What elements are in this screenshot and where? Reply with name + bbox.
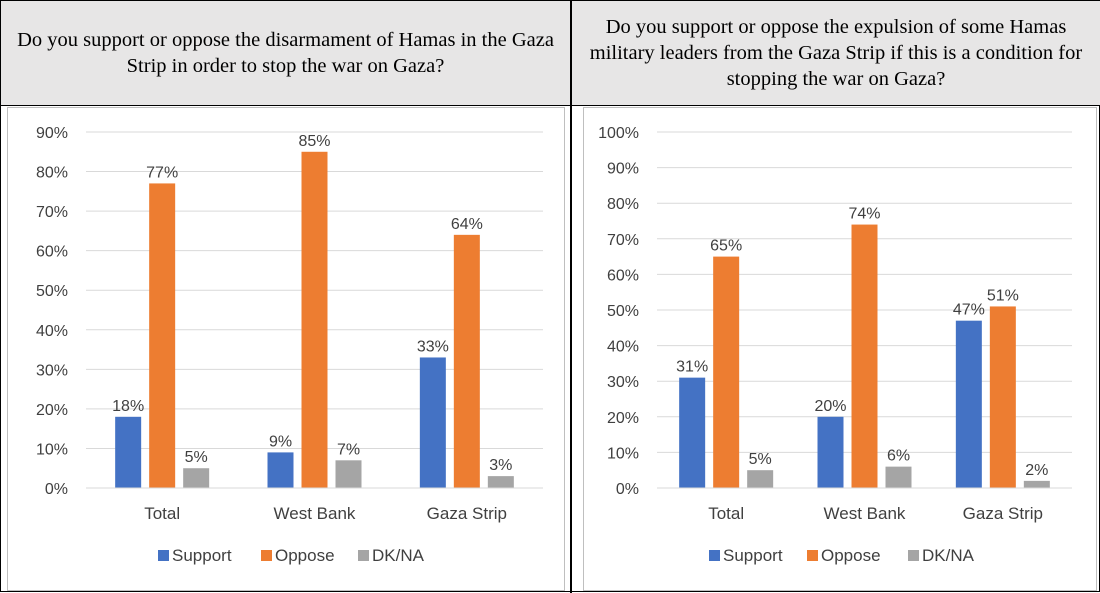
data-label-dk-na-total: 5% <box>749 451 772 468</box>
column-divider <box>570 1 572 593</box>
bar-support-west-bank <box>817 416 844 488</box>
disarmament-bar-chart: 0% 10% 20% 30% 40% 50% 60% 70% 80% 90% 18% 77% 5% Tot… <box>36 125 543 565</box>
bar-dk-na-total <box>747 470 774 488</box>
category-label-total: Total <box>144 504 180 523</box>
category-label-gaza-strip: Gaza Strip <box>963 504 1043 523</box>
category-label-west-bank: West Bank <box>824 504 906 523</box>
expulsion-bar-chart: 0% 10% 20% 30% 40% 50% 60% 70% 80% 90% 100% 31% 65% 5… <box>598 125 1072 565</box>
bar-dk-na-west-bank <box>885 466 912 488</box>
left-question-text: Do you support or oppose the disarmament… <box>17 29 554 77</box>
data-label-dk-na-total: 5% <box>185 449 208 466</box>
category-label-gaza-strip: Gaza Strip <box>427 504 507 523</box>
disarmament-chart-container: 0% 10% 20% 30% 40% 50% 60% 70% 80% 90% 18% 77% 5% Tot… <box>7 107 565 591</box>
bar-oppose-gaza-strip <box>453 234 480 488</box>
data-label-oppose-gaza-strip: 51% <box>987 287 1019 304</box>
bar-support-total <box>679 377 706 488</box>
legend-swatch-dk-na <box>358 550 369 561</box>
bar-oppose-gaza-strip <box>989 306 1016 488</box>
y-tick-label: 20% <box>607 410 639 427</box>
legend-label-dk-na: DK/NA <box>922 546 975 565</box>
data-label-dk-na-gaza-strip: 2% <box>1025 462 1048 479</box>
data-label-support-gaza-strip: 47% <box>953 302 985 319</box>
y-tick-label: 0% <box>616 481 639 498</box>
data-label-support-total: 31% <box>676 359 708 376</box>
legend-swatch-dk-na <box>908 550 919 561</box>
y-tick-label: 30% <box>607 374 639 391</box>
data-label-support-total: 18% <box>112 398 144 415</box>
y-tick-label: 10% <box>607 445 639 462</box>
category-label-west-bank: West Bank <box>274 504 356 523</box>
y-tick-label: 50% <box>607 303 639 320</box>
data-label-oppose-total: 77% <box>146 164 178 181</box>
data-label-support-west-bank: 20% <box>814 398 846 415</box>
left-question-header: Do you support or oppose the disarmament… <box>1 1 571 106</box>
y-tick-label: 30% <box>36 362 68 379</box>
y-tick-label: 70% <box>36 204 68 221</box>
bar-support-gaza-strip <box>419 357 446 488</box>
right-question-text: Do you support or oppose the expulsion o… <box>589 16 1083 90</box>
expulsion-chart-container: 0% 10% 20% 30% 40% 50% 60% 70% 80% 90% 100% 31% 65% 5… <box>583 107 1097 591</box>
data-label-oppose-west-bank: 85% <box>298 133 330 150</box>
data-label-oppose-west-bank: 74% <box>848 206 880 223</box>
y-tick-label: 10% <box>36 441 68 458</box>
y-tick-label: 40% <box>36 323 68 340</box>
data-label-oppose-total: 65% <box>710 238 742 255</box>
y-tick-label: 60% <box>36 244 68 261</box>
y-tick-label: 90% <box>36 125 68 142</box>
bar-support-total <box>115 416 142 488</box>
bar-oppose-west-bank <box>851 224 878 488</box>
y-tick-label: 70% <box>607 232 639 249</box>
category-label-total: Total <box>708 504 744 523</box>
y-tick-label: 90% <box>607 161 639 178</box>
data-label-oppose-gaza-strip: 64% <box>451 216 483 233</box>
bar-dk-na-gaza-strip <box>487 476 514 488</box>
data-label-dk-na-west-bank: 7% <box>337 441 360 458</box>
bar-oppose-west-bank <box>301 151 328 488</box>
legend-swatch-oppose <box>261 550 272 561</box>
bar-support-west-bank <box>267 452 294 488</box>
legend-label-oppose: Oppose <box>275 546 335 565</box>
data-label-dk-na-gaza-strip: 3% <box>489 457 512 474</box>
legend-label-support: Support <box>172 546 232 565</box>
bar-oppose-total <box>713 256 740 488</box>
legend-swatch-oppose <box>807 550 818 561</box>
bar-dk-na-west-bank <box>335 460 362 488</box>
y-tick-label: 80% <box>36 165 68 182</box>
legend-label-support: Support <box>723 546 783 565</box>
bar-support-gaza-strip <box>955 320 982 488</box>
y-tick-label: 20% <box>36 402 68 419</box>
legend-label-oppose: Oppose <box>821 546 881 565</box>
y-tick-label: 100% <box>598 125 639 142</box>
bar-oppose-total <box>149 183 176 488</box>
y-tick-label: 80% <box>607 196 639 213</box>
data-label-dk-na-west-bank: 6% <box>887 448 910 465</box>
bar-dk-na-gaza-strip <box>1023 480 1050 488</box>
data-label-support-west-bank: 9% <box>269 433 292 450</box>
y-tick-label: 50% <box>36 283 68 300</box>
y-tick-label: 0% <box>45 481 68 498</box>
bar-dk-na-total <box>183 468 210 488</box>
legend-swatch-support <box>709 550 720 561</box>
legend-swatch-support <box>158 550 169 561</box>
y-tick-label: 40% <box>607 339 639 356</box>
legend-label-dk-na: DK/NA <box>372 546 425 565</box>
right-question-header: Do you support or oppose the expulsion o… <box>571 1 1100 106</box>
y-tick-label: 60% <box>607 267 639 284</box>
data-label-support-gaza-strip: 33% <box>417 338 449 355</box>
